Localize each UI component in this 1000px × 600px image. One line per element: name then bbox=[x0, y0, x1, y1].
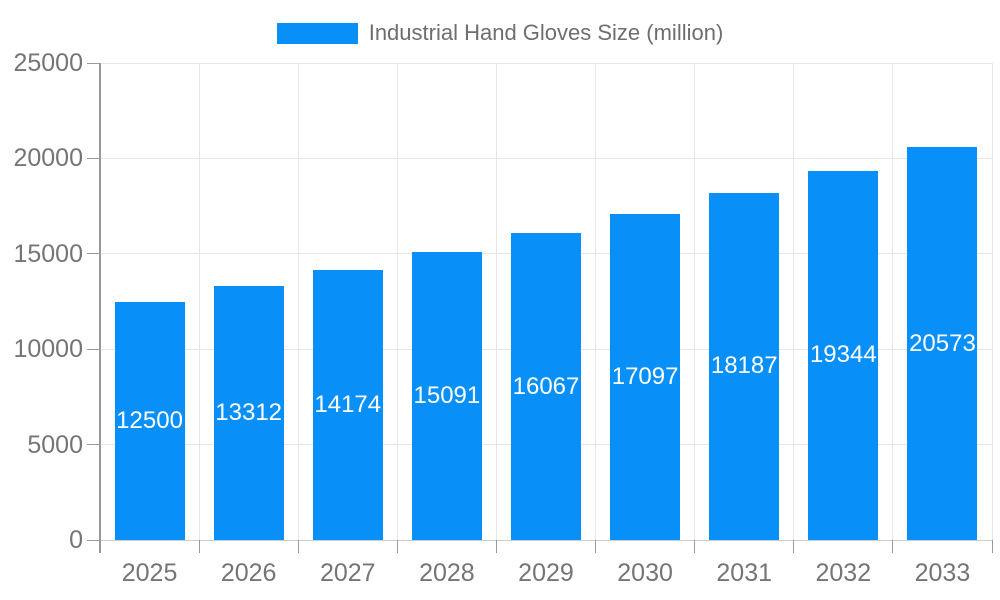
x-axis-tick bbox=[892, 540, 894, 553]
bar-value-label: 13312 bbox=[215, 398, 283, 426]
y-axis-line bbox=[99, 63, 101, 553]
x-axis-label: 2029 bbox=[518, 559, 574, 587]
legend-swatch bbox=[276, 22, 358, 44]
gridline-v bbox=[396, 63, 398, 540]
bar: 15091 bbox=[411, 252, 482, 540]
bar: 20573 bbox=[907, 147, 978, 540]
gridline-v bbox=[892, 63, 894, 540]
gridline-v bbox=[991, 63, 993, 540]
gridline-v bbox=[198, 63, 200, 540]
y-axis-label: 20000 bbox=[13, 144, 83, 173]
bar-value-label: 16067 bbox=[512, 372, 580, 400]
x-axis-tick bbox=[694, 540, 696, 553]
gridline-h bbox=[100, 62, 992, 64]
x-axis-tick bbox=[396, 540, 398, 553]
bar: 14174 bbox=[312, 269, 383, 540]
bar: 19344 bbox=[808, 170, 879, 540]
bar: 17097 bbox=[610, 213, 681, 540]
bar-value-label: 18187 bbox=[710, 352, 778, 380]
x-axis-label: 2033 bbox=[914, 559, 971, 587]
y-axis-label: 5000 bbox=[27, 430, 83, 459]
bar-value-label: 17097 bbox=[611, 362, 679, 390]
y-axis-tick bbox=[87, 348, 100, 350]
x-axis-tick bbox=[495, 540, 497, 553]
x-axis-tick bbox=[793, 540, 795, 553]
gridline-v bbox=[297, 63, 299, 540]
gridline-v bbox=[595, 63, 597, 540]
x-axis-label: 2026 bbox=[220, 559, 277, 587]
y-axis-tick bbox=[87, 253, 100, 255]
bar-value-label: 12500 bbox=[116, 406, 183, 434]
x-axis-label: 2025 bbox=[121, 559, 178, 587]
x-axis-label: 2032 bbox=[815, 559, 872, 587]
x-axis-tick bbox=[99, 540, 101, 553]
legend: Industrial Hand Gloves Size (million) bbox=[0, 20, 1000, 46]
bar-value-label: 19344 bbox=[809, 341, 877, 369]
gridline-v bbox=[793, 63, 795, 540]
bar: 16067 bbox=[511, 233, 581, 540]
gridline-v bbox=[694, 63, 696, 540]
bar: 12500 bbox=[114, 301, 185, 540]
y-axis-tick bbox=[87, 539, 100, 541]
y-axis-label: 15000 bbox=[13, 239, 83, 268]
x-axis-tick bbox=[991, 540, 993, 553]
x-axis-label: 2030 bbox=[617, 559, 673, 587]
y-axis-tick bbox=[87, 62, 100, 64]
y-axis-label: 10000 bbox=[13, 335, 83, 364]
x-axis-tick bbox=[297, 540, 299, 553]
gridline-v bbox=[495, 63, 497, 540]
y-axis-tick bbox=[87, 157, 100, 159]
y-axis-label: 25000 bbox=[13, 49, 83, 77]
y-axis-label: 0 bbox=[69, 526, 83, 554]
y-axis-tick bbox=[87, 444, 100, 446]
x-axis-tick bbox=[198, 540, 200, 553]
x-axis-tick bbox=[595, 540, 597, 553]
bar-value-label: 14174 bbox=[314, 390, 382, 418]
x-axis-label: 2028 bbox=[419, 559, 475, 587]
bar-value-label: 15091 bbox=[413, 382, 481, 410]
x-axis-label: 2027 bbox=[319, 559, 376, 587]
gridline-h bbox=[100, 157, 992, 159]
bar: 18187 bbox=[709, 192, 780, 540]
bar: 13312 bbox=[213, 286, 284, 540]
legend-label: Industrial Hand Gloves Size (million) bbox=[368, 20, 724, 45]
x-axis-label: 2031 bbox=[716, 559, 773, 587]
bar-value-label: 20573 bbox=[909, 329, 976, 357]
